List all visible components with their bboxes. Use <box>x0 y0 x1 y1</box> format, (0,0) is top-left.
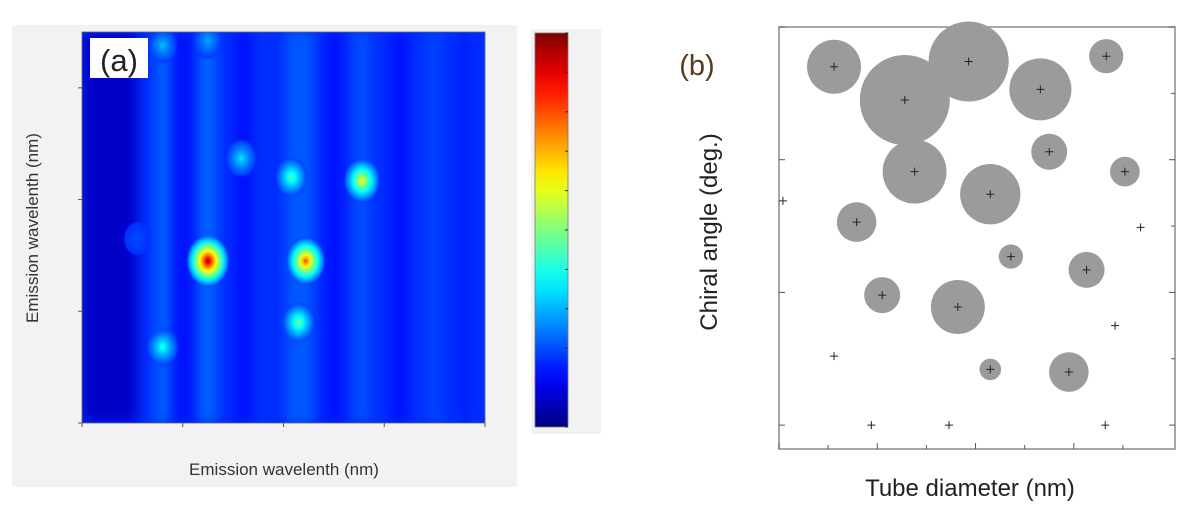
plus-marker <box>830 352 839 361</box>
heatmap-streak <box>456 32 473 423</box>
panel-b-xlabel: Tube diameter (nm) <box>865 475 1075 502</box>
panel-a-label: (a) <box>100 43 138 78</box>
plus-marker <box>1111 321 1120 330</box>
heatmap-peak <box>285 236 326 286</box>
heatmap-peak <box>343 157 381 204</box>
heatmap-streak <box>174 32 191 423</box>
panel-b-bubble-chart: (b) Tube diameter (nm) Chiral angle (deg… <box>679 21 1176 502</box>
plus-marker <box>878 291 887 300</box>
plus-marker <box>986 190 995 199</box>
plus-marker <box>1082 265 1091 274</box>
heatmap-streak <box>325 32 342 423</box>
heatmap-streak <box>426 32 443 423</box>
heatmap-peak <box>192 32 223 60</box>
plus-marker <box>1006 252 1015 261</box>
heatmap-streak <box>297 32 314 423</box>
heatmap-peak <box>274 156 309 198</box>
plus-marker <box>1064 368 1073 377</box>
plus-marker <box>953 303 962 312</box>
heatmap-area <box>82 32 485 423</box>
panel-b-ylabel: Chiral angle (deg.) <box>696 133 723 330</box>
plus-marker <box>778 196 787 205</box>
colorbar <box>534 32 569 428</box>
plus-marker <box>986 365 995 374</box>
heatmap-peak <box>146 326 179 368</box>
plus-marker <box>867 421 876 430</box>
heatmap-streak <box>354 32 371 423</box>
heatmap-peak <box>147 32 178 65</box>
plus-marker <box>852 218 861 227</box>
heatmap-peak <box>281 301 316 344</box>
heatmap-peak <box>225 138 257 178</box>
heatmap-streak <box>154 32 171 423</box>
panel-a-ylabel: Emission wavelenth (nm) <box>23 133 42 323</box>
plus-marker <box>944 421 953 430</box>
heatmap-streak <box>199 32 216 423</box>
heatmap-streak <box>235 32 252 423</box>
plus-marker <box>1036 85 1045 94</box>
panel-a-heatmap: (a) Emission wavelenth (nm) Emission wav… <box>12 25 601 487</box>
heatmap-streak <box>391 32 408 423</box>
panel-b-label: (b) <box>679 50 714 82</box>
plus-marker <box>830 62 839 71</box>
plus-marker <box>900 95 909 104</box>
plus-marker <box>1136 223 1145 232</box>
plus-marker <box>1045 147 1054 156</box>
heatmap-peak <box>123 221 152 257</box>
panel-a-xlabel: Emission wavelenth (nm) <box>189 460 379 479</box>
panel-a-label-box <box>90 38 148 78</box>
plus-marker <box>1102 52 1111 61</box>
plus-marker <box>910 167 919 176</box>
plus-marker <box>964 57 973 66</box>
heatmap-peak <box>185 234 230 289</box>
plus-marker <box>1101 421 1110 430</box>
plus-marker <box>1120 167 1129 176</box>
